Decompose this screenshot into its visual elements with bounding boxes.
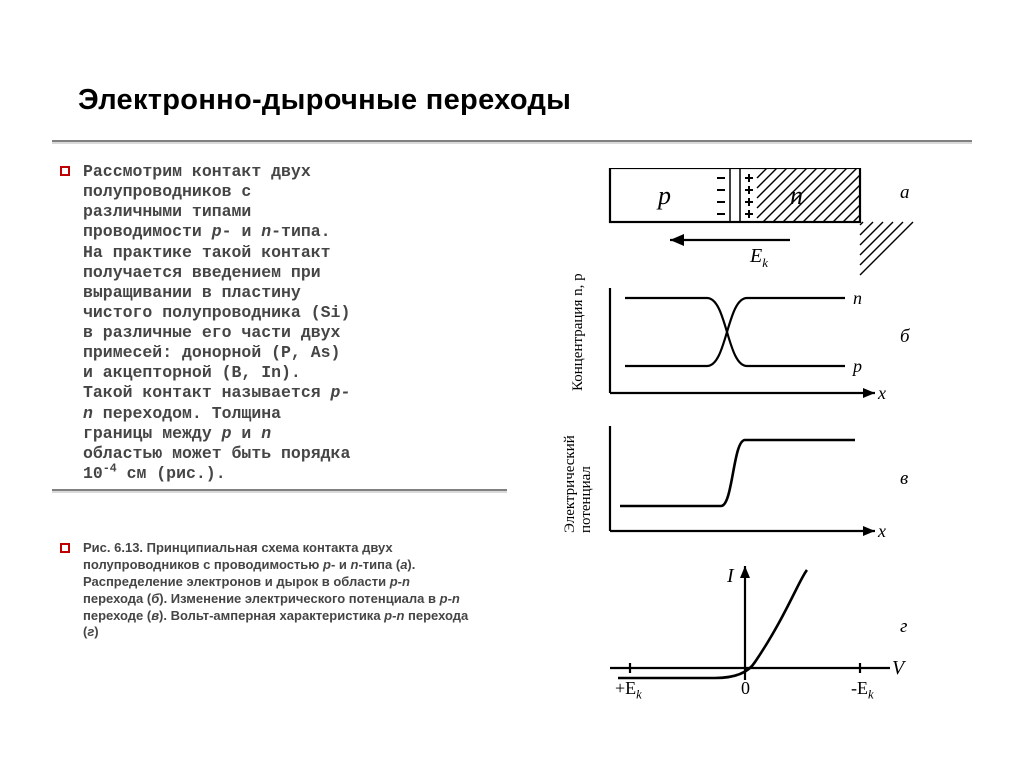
svg-text:I: I: [726, 565, 735, 587]
label-minus-ek: -Ek: [851, 678, 874, 703]
slide-title: Электронно-дырочные переходы: [78, 84, 571, 117]
svg-text:x: x: [877, 383, 886, 403]
svg-text:p: p: [851, 356, 862, 376]
svg-text:n: n: [853, 288, 862, 308]
svg-text:x: x: [877, 521, 886, 541]
panel-label-g: г: [900, 616, 907, 638]
label-zero: 0: [741, 678, 750, 699]
svg-text:Концентрация n, p: Концентрация n, p: [570, 273, 586, 391]
panel-label-b: б: [900, 326, 910, 348]
svg-text:V: V: [892, 657, 907, 679]
panel-label-v: в: [900, 468, 908, 490]
svg-text:p: p: [656, 181, 671, 210]
paragraph-main: Рассмотрим контакт двух полупроводников …: [83, 162, 488, 484]
svg-text:Электрическийпотенциал: Электрическийпотенциал: [562, 435, 594, 533]
slide: Электронно-дырочные переходы Рассмотрим …: [0, 0, 1024, 768]
paragraph-caption: Рис. 6.13. Принципиальная схема контакта…: [83, 540, 473, 641]
rule-top: [52, 140, 972, 142]
label-plus-ek: +Ek: [615, 678, 642, 703]
panel-label-a: а: [900, 182, 910, 204]
rule-mid: [52, 489, 507, 491]
bullet-icon: [60, 543, 70, 553]
svg-text:n: n: [790, 181, 803, 210]
figure-pn-junction: pnEkКонцентрация n, pnpxЭлектрическийпот…: [555, 168, 950, 703]
svg-text:Ek: Ek: [749, 245, 768, 270]
bullet-icon: [60, 166, 70, 176]
